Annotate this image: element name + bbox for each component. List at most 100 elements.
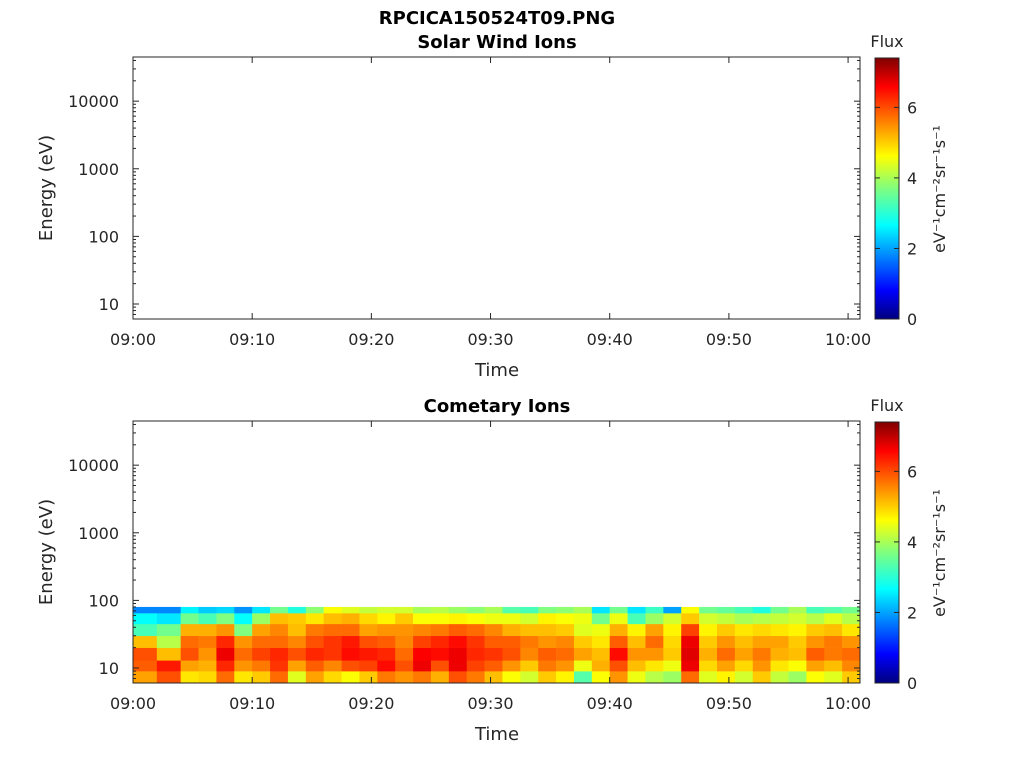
- x-tick-label: 09:40: [587, 330, 633, 349]
- heatmap-cell: [466, 613, 485, 625]
- heatmap-cell: [520, 623, 539, 637]
- heatmap-cell: [287, 660, 307, 672]
- colorbar-tick-label: 0: [907, 310, 917, 329]
- heatmap-cell: [359, 671, 378, 684]
- heatmap-cell: [133, 606, 158, 614]
- heatmap-cell: [430, 671, 450, 684]
- heatmap-cell: [323, 671, 342, 684]
- colorbar-title: Flux: [870, 32, 903, 51]
- heatmap-cell: [734, 613, 754, 625]
- heatmap-cell: [133, 647, 158, 661]
- heatmap-cell: [413, 606, 432, 614]
- heatmap-cell: [824, 660, 843, 672]
- heatmap-cell: [627, 671, 646, 684]
- heatmap-cell: [395, 623, 414, 637]
- heatmap-cell: [681, 660, 700, 672]
- heatmap-cell: [645, 647, 664, 661]
- heatmap-cell: [699, 660, 718, 672]
- heatmap-cell: [180, 660, 199, 672]
- heatmap-cell: [180, 671, 199, 684]
- heatmap-cell: [466, 623, 485, 637]
- colorbar-gradient: [874, 421, 900, 684]
- heatmap-cell: [716, 635, 736, 648]
- heatmap-cell: [305, 647, 324, 661]
- heatmap-cell: [627, 606, 646, 614]
- heatmap-cell: [341, 606, 360, 614]
- heatmap-cell: [806, 613, 825, 625]
- x-tick-label: 10:00: [825, 694, 871, 713]
- figure-title: RPCICA150524T09.PNG: [379, 8, 615, 29]
- heatmap-cell: [234, 671, 253, 684]
- heatmap-cell: [234, 647, 253, 661]
- heatmap-cell: [359, 635, 378, 648]
- heatmap-cell: [681, 635, 700, 648]
- heatmap-cell: [234, 635, 253, 648]
- heatmap-cell: [627, 647, 646, 661]
- heatmap-cell: [156, 660, 181, 672]
- heatmap-cell: [180, 647, 199, 661]
- heatmap-cell: [573, 635, 593, 648]
- heatmap-cell: [663, 613, 682, 625]
- heatmap-cell: [252, 613, 271, 625]
- heatmap-cell: [466, 606, 485, 614]
- y-tick-label: 100: [88, 227, 119, 246]
- heatmap-cell: [133, 660, 158, 672]
- heatmap-cell: [824, 613, 843, 625]
- heatmap-cell: [252, 623, 271, 637]
- heatmap-cell: [484, 623, 503, 637]
- heatmap-cell: [752, 671, 771, 684]
- heatmap-cell: [413, 613, 432, 625]
- heatmap-cell: [359, 623, 378, 637]
- heatmap-cell: [645, 635, 664, 648]
- heatmap-cell: [520, 671, 539, 684]
- heatmap-cell: [824, 647, 843, 661]
- heatmap-cell: [824, 671, 843, 684]
- heatmap-cell: [323, 606, 342, 614]
- heatmap-cell: [716, 606, 736, 614]
- heatmap-cell: [395, 613, 414, 625]
- heatmap-cell: [788, 635, 807, 648]
- heatmap-cell: [377, 671, 396, 684]
- heatmap-cell: [520, 606, 539, 614]
- colorbar-tick-label: 2: [907, 603, 917, 622]
- x-axis-label: Time: [474, 724, 519, 745]
- heatmap-cell: [788, 613, 807, 625]
- heatmap-cell: [663, 671, 682, 684]
- heatmap-cell: [716, 660, 736, 672]
- heatmap-cell: [377, 647, 396, 661]
- x-tick-label: 09:20: [348, 694, 394, 713]
- heatmap-cell: [681, 671, 700, 684]
- heatmap-cell: [538, 635, 557, 648]
- heatmap-cell: [734, 647, 754, 661]
- heatmap-cell: [538, 647, 557, 661]
- heatmap-cell: [770, 647, 789, 661]
- heatmap-cell: [770, 660, 789, 672]
- heatmap-cell: [377, 613, 396, 625]
- x-tick-label: 09:30: [467, 330, 513, 349]
- axis-ticks: 09:00 09:10 09:20 09:30 09:40 09:50 10:00 10 100…: [68, 421, 871, 713]
- heatmap-cell: [448, 623, 468, 637]
- heatmap-cell: [681, 606, 700, 614]
- colorbar-gradient: [874, 57, 900, 320]
- heatmap-cell: [287, 647, 307, 661]
- spectrogram-cells: [133, 606, 861, 684]
- heatmap-cell: [133, 671, 158, 684]
- heatmap-cell: [645, 606, 664, 614]
- heatmap-cell: [341, 635, 360, 648]
- panel-title: Solar Wind Ions: [417, 32, 576, 53]
- heatmap-cell: [645, 623, 664, 637]
- heatmap-cell: [645, 613, 664, 625]
- heatmap-cell: [645, 671, 664, 684]
- heatmap-cell: [484, 671, 503, 684]
- heatmap-cell: [466, 671, 485, 684]
- heatmap-cell: [216, 606, 235, 614]
- heatmap-cell: [395, 660, 414, 672]
- heatmap-cell: [770, 671, 789, 684]
- heatmap-cell: [502, 606, 521, 614]
- heatmap-cell: [305, 635, 324, 648]
- heatmap-cell: [752, 623, 771, 637]
- x-tick-label: 09:20: [348, 330, 394, 349]
- y-axis-label: Energy (eV): [36, 499, 57, 605]
- heatmap-cell: [806, 606, 825, 614]
- heatmap-cell: [234, 606, 253, 614]
